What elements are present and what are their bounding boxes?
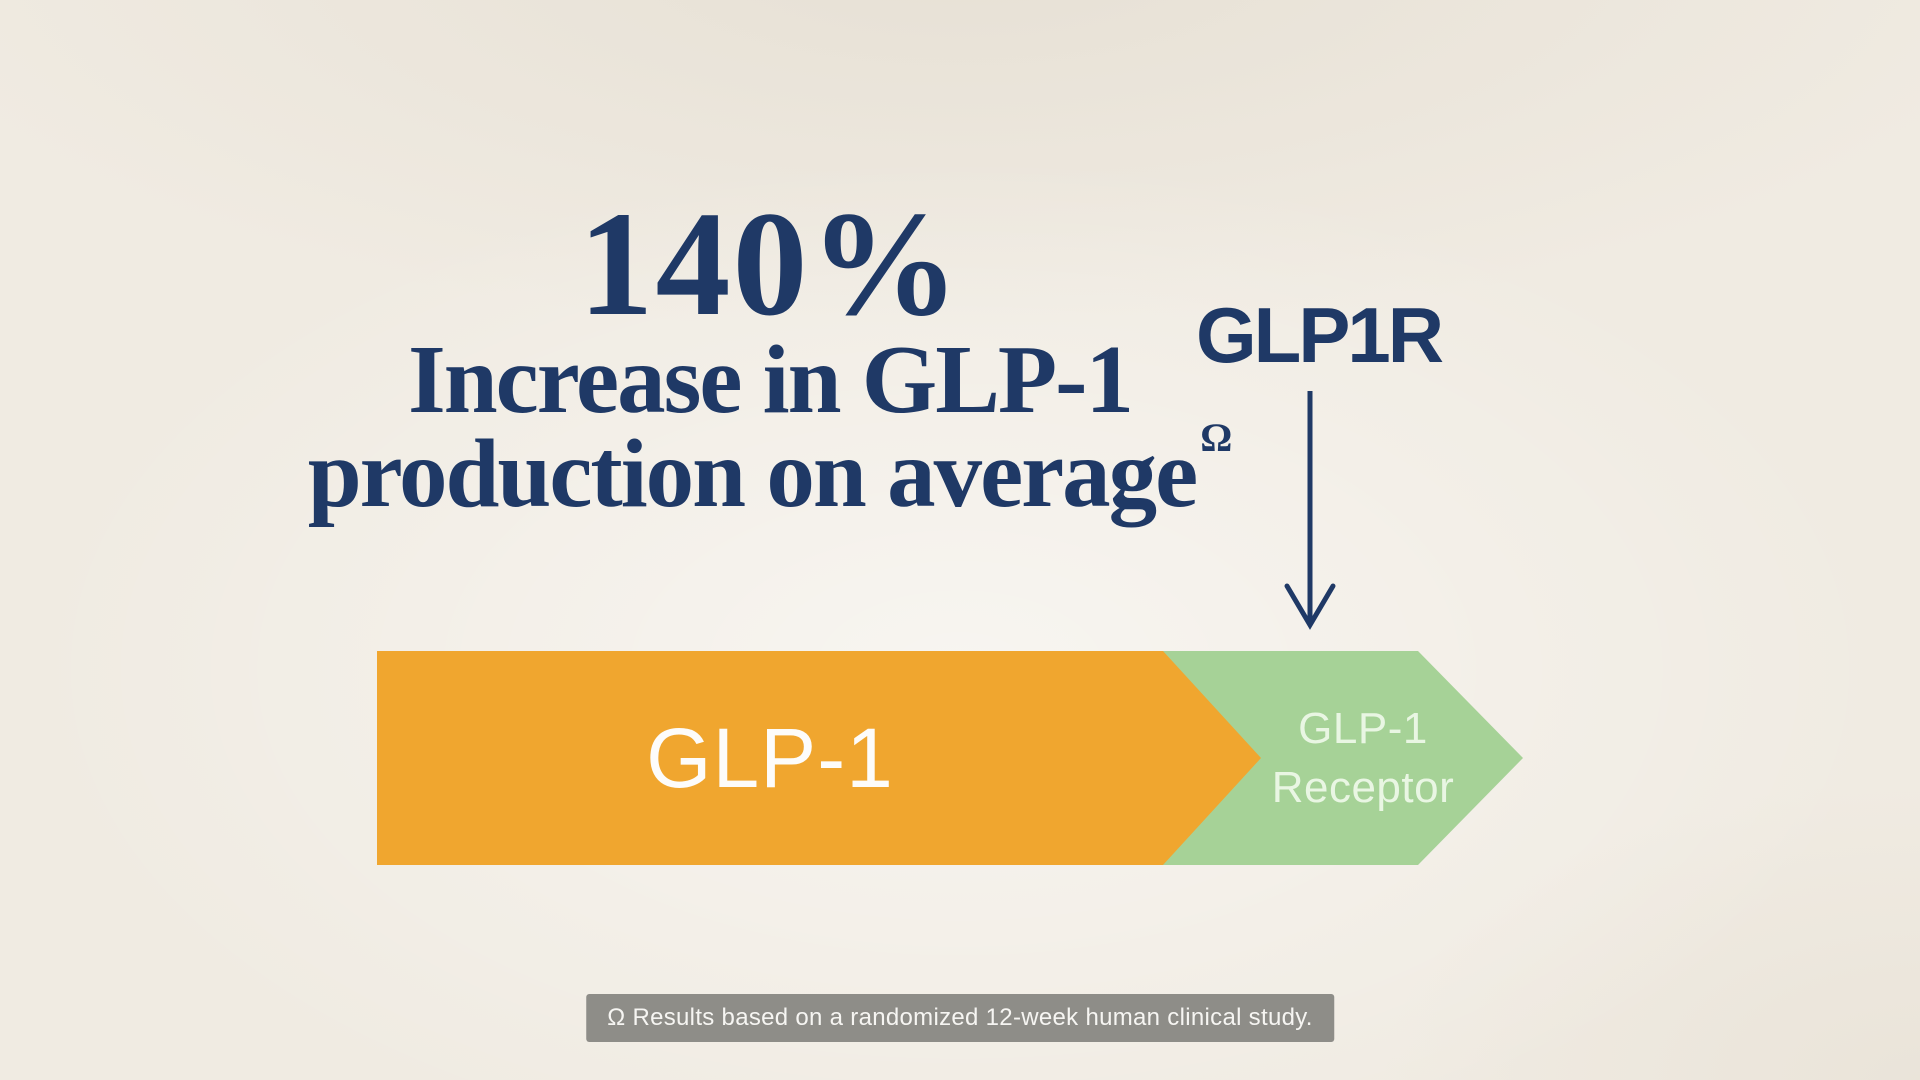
headline-line-2-text: production on average [307,420,1198,528]
receptor-arrow-shape [1163,651,1523,865]
headline-lines: Increase in GLP-1 production on average Ω [260,326,1280,522]
pathway-diagram [377,651,1523,865]
receptor-banner-line-1: GLP-1 [1298,704,1428,754]
receptor-banner-line-2: Receptor [1271,762,1455,812]
headline-line-2: production on average Ω [260,417,1280,522]
down-arrow-icon [1284,391,1336,630]
glp1r-label: GLP1R [1196,291,1444,379]
footnote-caption: Ω Results based on a randomized 12-week … [586,994,1334,1042]
headline-block: 140% Increase in GLP-1 production on ave… [260,181,1280,522]
down-arrow-head [1284,583,1336,630]
footnote-symbol: Ω [1200,414,1233,460]
receptor-banner-label: GLP-1 Receptor [1183,651,1543,866]
glp1-arrow-shape [377,651,1261,865]
headline-line-1: Increase in GLP-1 [407,326,1134,433]
glp1-banner-label: GLP-1 [646,711,894,805]
stat-value: 140% [578,181,962,347]
